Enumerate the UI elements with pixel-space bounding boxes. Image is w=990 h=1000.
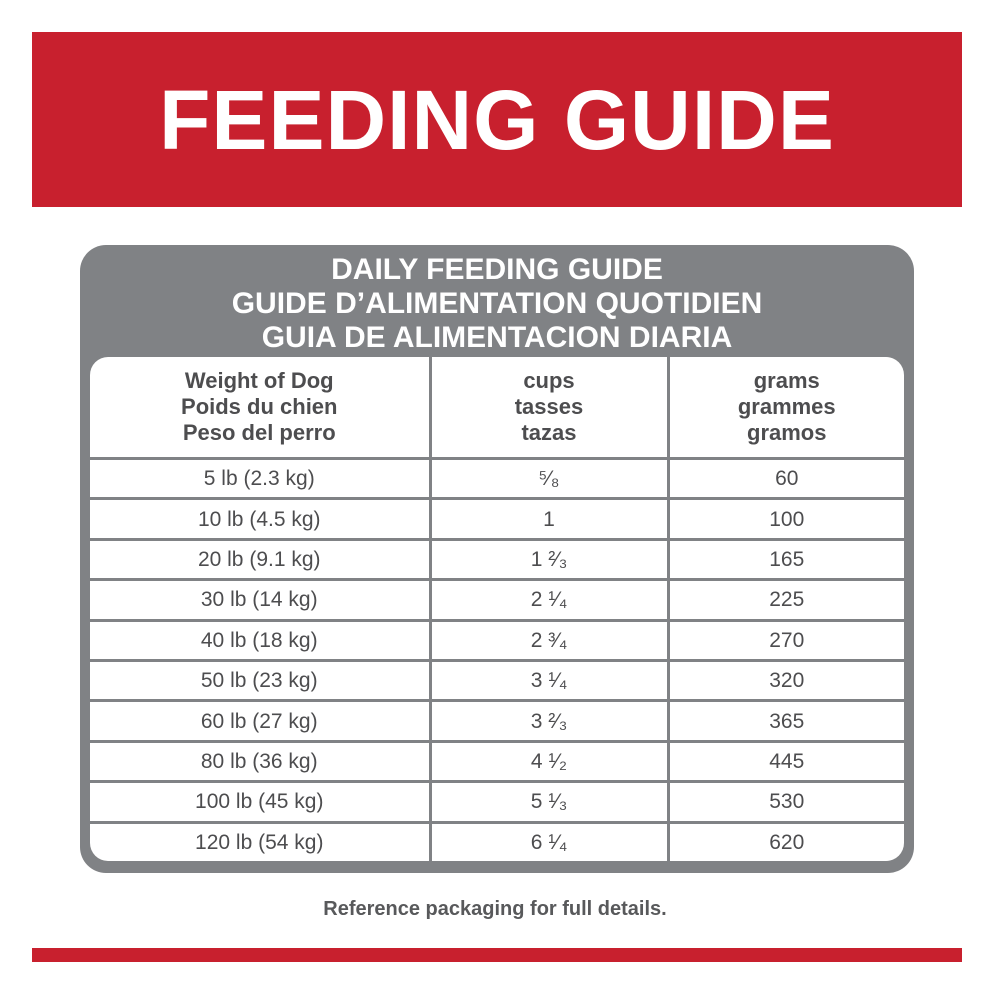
table-row: 50 lb (23 kg) 3 ¹⁄₄ 320 <box>90 658 904 703</box>
cups-cell: 6 ¹⁄₄ <box>428 820 670 861</box>
weight-cell: 120 lb (54 kg) <box>90 820 432 861</box>
header-banner: FEEDING GUIDE <box>32 32 962 207</box>
table-row: 100 lb (45 kg) 5 ¹⁄₃ 530 <box>90 780 904 824</box>
cups-cell: 1 <box>428 497 670 541</box>
heading-french: GUIDE D’ALIMENTATION QUOTIDIEN <box>231 287 763 320</box>
header-weight-en: Weight of Dog <box>184 368 334 393</box>
page-title: FEEDING GUIDE <box>159 72 835 167</box>
weight-cell: 10 lb (4.5 kg) <box>90 497 432 541</box>
table-row: 120 lb (54 kg) 6 ¹⁄₄ 620 <box>90 820 904 861</box>
weight-cell: 60 lb (27 kg) <box>90 699 432 743</box>
header-cups-es: tazas <box>521 420 577 445</box>
table-row: 80 lb (36 kg) 4 ¹⁄₂ 445 <box>90 739 904 784</box>
table-header-row: Weight of Dog Poids du chien Peso del pe… <box>90 357 904 460</box>
grams-cell: 270 <box>666 618 904 662</box>
weight-cell: 20 lb (9.1 kg) <box>90 537 432 582</box>
grams-cell: 60 <box>666 456 904 501</box>
grams-cell: 320 <box>666 658 904 703</box>
header-cups-fr: tasses <box>514 394 584 419</box>
weight-cell: 50 lb (23 kg) <box>90 658 432 703</box>
grams-cell: 365 <box>666 699 904 743</box>
feeding-table: Weight of Dog Poids du chien Peso del pe… <box>90 357 904 861</box>
header-weight: Weight of Dog Poids du chien Peso del pe… <box>90 357 432 460</box>
table-row: 5 lb (2.3 kg) ⁵⁄₈ 60 <box>90 456 904 501</box>
cups-cell: 5 ¹⁄₃ <box>428 780 670 824</box>
cups-cell: 2 ³⁄₄ <box>428 618 670 662</box>
feeding-table-container: Weight of Dog Poids du chien Peso del pe… <box>90 357 904 861</box>
grams-cell: 620 <box>666 820 904 861</box>
cups-cell: 2 ¹⁄₄ <box>428 578 670 622</box>
table-row: 40 lb (18 kg) 2 ³⁄₄ 270 <box>90 618 904 662</box>
header-weight-fr: Poids du chien <box>181 394 338 419</box>
weight-cell: 5 lb (2.3 kg) <box>90 456 432 501</box>
header-grams: grams grammes gramos <box>666 357 904 460</box>
reference-note: Reference packaging for full details. <box>323 898 667 920</box>
cups-cell: 3 ¹⁄₄ <box>428 658 670 703</box>
table-row: 20 lb (9.1 kg) 1 ²⁄₃ 165 <box>90 537 904 582</box>
weight-cell: 40 lb (18 kg) <box>90 618 432 662</box>
grams-cell: 445 <box>666 739 904 784</box>
weight-cell: 30 lb (14 kg) <box>90 578 432 622</box>
table-row: 60 lb (27 kg) 3 ²⁄₃ 365 <box>90 699 904 743</box>
cups-cell: 4 ¹⁄₂ <box>428 739 670 784</box>
header-cups-en: cups <box>523 368 575 393</box>
feeding-guide-panel: DAILY FEEDING GUIDE GUIDE D’ALIMENTATION… <box>80 245 914 873</box>
heading-english: DAILY FEEDING GUIDE <box>331 253 663 286</box>
grams-cell: 100 <box>666 497 904 541</box>
table-row: 10 lb (4.5 kg) 1 100 <box>90 497 904 541</box>
bottom-accent-bar <box>32 948 962 962</box>
header-cups: cups tasses tazas <box>428 357 670 460</box>
header-grams-es: gramos <box>747 420 827 445</box>
grams-cell: 165 <box>666 537 904 582</box>
heading-spanish: GUIA DE ALIMENTACION DIARIA <box>261 321 733 354</box>
grams-cell: 225 <box>666 578 904 622</box>
weight-cell: 100 lb (45 kg) <box>90 780 432 824</box>
header-weight-es: Peso del perro <box>182 420 336 445</box>
header-grams-fr: grammes <box>737 394 836 419</box>
grams-cell: 530 <box>666 780 904 824</box>
weight-cell: 80 lb (36 kg) <box>90 739 432 784</box>
panel-heading: DAILY FEEDING GUIDE GUIDE D’ALIMENTATION… <box>80 253 914 355</box>
table-row: 30 lb (14 kg) 2 ¹⁄₄ 225 <box>90 578 904 622</box>
cups-cell: ⁵⁄₈ <box>428 456 670 501</box>
cups-cell: 3 ²⁄₃ <box>428 699 670 743</box>
cups-cell: 1 ²⁄₃ <box>428 537 670 582</box>
header-grams-en: grams <box>753 368 820 393</box>
